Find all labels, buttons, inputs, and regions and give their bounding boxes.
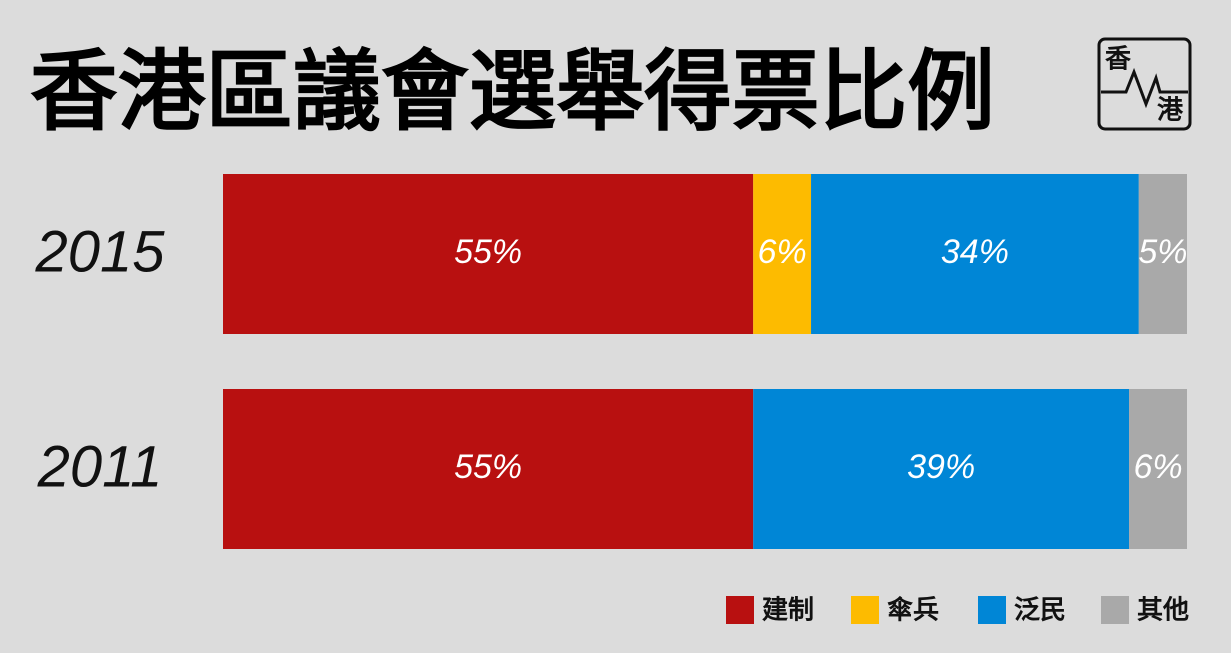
legend-label: 泛民: [1014, 596, 1066, 626]
legend-swatch: [1101, 596, 1129, 624]
y-tick-label: 2011: [37, 434, 163, 499]
legend-swatch: [851, 596, 879, 624]
logo-frame: [1097, 37, 1192, 131]
legend-swatch: [978, 596, 1006, 624]
bar-segment: [753, 174, 812, 334]
legend-swatch: [726, 596, 754, 624]
logo: 香 港: [1097, 37, 1192, 131]
y-tick-label: 2015: [34, 219, 165, 284]
data-label: 6%: [758, 233, 807, 271]
bar-segment: [223, 389, 754, 549]
legend-label: 傘兵: [887, 596, 939, 626]
data-label: 39%: [907, 448, 975, 486]
logo-top: 香: [1105, 45, 1131, 75]
bar-segment: [1129, 389, 1187, 549]
logo-bottom: 港: [1157, 96, 1184, 126]
data-label: 5%: [1138, 233, 1187, 271]
bar-segment: [753, 389, 1130, 549]
data-label: 34%: [941, 233, 1009, 271]
data-label: 55%: [454, 233, 522, 271]
chart-title: 香港區議會選舉得票比例: [30, 40, 995, 143]
legend-label: 其他: [1137, 596, 1189, 626]
data-label: 55%: [454, 448, 522, 486]
bar-segment: [811, 174, 1139, 334]
bar-segment: [1138, 174, 1187, 334]
bar-segment: [223, 174, 754, 334]
logo-line: [1101, 67, 1188, 109]
legend-label: 建制: [762, 596, 814, 626]
data-label: 6%: [1134, 448, 1183, 486]
